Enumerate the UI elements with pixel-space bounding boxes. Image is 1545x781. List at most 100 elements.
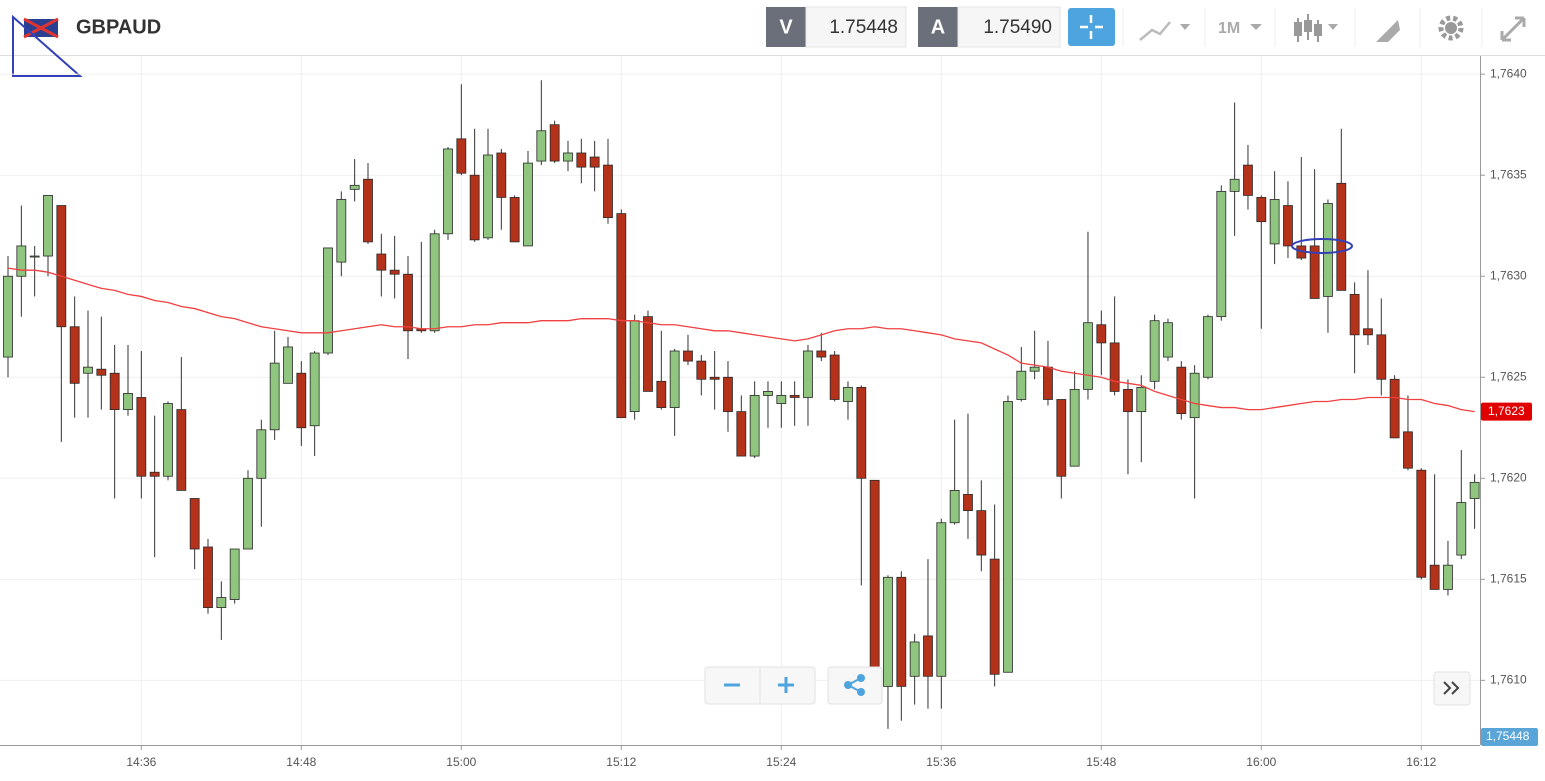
settings-icon[interactable] [1438, 15, 1464, 41]
candle-body [603, 164, 613, 219]
bid-price-tag [1481, 728, 1538, 746]
candle-body [736, 411, 747, 457]
candle-body [763, 391, 773, 396]
candle-body [83, 366, 93, 374]
candle-body [203, 546, 213, 609]
zoom-in[interactable] [778, 677, 794, 693]
candle-icon-body [1294, 22, 1302, 36]
scroll-end-icon [1443, 681, 1460, 695]
candle-body [629, 320, 640, 413]
candle-body [176, 409, 187, 491]
candle-body [269, 362, 280, 431]
candle-body [696, 360, 707, 380]
x-tick-label: 15:24 [766, 755, 796, 769]
candle-body [829, 354, 840, 400]
candle-body [1056, 399, 1067, 477]
candle-body [989, 558, 1000, 675]
candle-body [1269, 199, 1280, 245]
drawn-ellipse [1291, 238, 1353, 254]
share-node [844, 681, 852, 689]
candle-body [1163, 322, 1173, 358]
candle-body [936, 522, 947, 677]
candle-body [429, 233, 440, 332]
candle-body [683, 350, 693, 362]
candle-body [3, 275, 13, 358]
bid-price-label: 1,75448 [1486, 729, 1530, 743]
crosshair-button[interactable] [1068, 8, 1115, 46]
buy-button[interactable] [918, 7, 958, 47]
candle-body [1283, 205, 1293, 247]
ma-price-tag [1481, 402, 1532, 421]
candle-body [376, 253, 387, 271]
candle-body [483, 154, 493, 239]
candle-body [1429, 564, 1440, 590]
candle-body [149, 471, 160, 477]
x-tick-label: 15:12 [606, 755, 636, 769]
candle-body [656, 380, 667, 408]
candle-body [296, 372, 307, 429]
flag-cross [23, 17, 59, 39]
candle-body [1203, 316, 1213, 378]
candle-body [1043, 366, 1053, 400]
dropdown-arrow [1250, 24, 1262, 30]
candle-body [1363, 328, 1373, 336]
candle-body [56, 205, 67, 328]
candle-body [43, 195, 53, 257]
scroll-end-button[interactable] [1433, 671, 1471, 706]
candle-body [1403, 431, 1413, 469]
candle-body [243, 477, 253, 550]
candle-body [469, 174, 480, 241]
candle-body [576, 152, 587, 168]
buy-price-box [957, 6, 1061, 48]
candle-body [1456, 502, 1467, 556]
candle-body [976, 510, 987, 556]
candle-body [1469, 481, 1480, 499]
sell-label: V [779, 16, 793, 38]
x-tick-label: 15:36 [926, 755, 956, 769]
candle-body [496, 152, 507, 198]
candle-body [1243, 164, 1253, 196]
candle-body [349, 184, 360, 190]
x-tick-label: 14:36 [126, 755, 156, 769]
candle-body [1069, 388, 1080, 467]
draw-tool-icon[interactable] [1376, 20, 1400, 42]
x-tick-label: 16:12 [1406, 755, 1436, 769]
timeframe[interactable]: 1M [1218, 20, 1240, 37]
candle-body [216, 597, 227, 609]
y-tick-label: 1,7620 [1490, 470, 1527, 484]
candle-body [1416, 469, 1427, 578]
candle-body [816, 350, 827, 358]
candle-body [283, 346, 293, 384]
candle-body [949, 490, 960, 524]
sell-button[interactable] [766, 7, 806, 47]
settings-icon-core [1445, 22, 1457, 34]
candle-body [1109, 342, 1120, 392]
y-tick-label: 1,7610 [1490, 673, 1527, 687]
x-tick-label: 15:48 [1086, 755, 1116, 769]
toolbar-divider [1122, 8, 1483, 47]
chart-type-icon[interactable] [1139, 21, 1171, 41]
share-button[interactable] [827, 666, 883, 705]
candle-body [789, 395, 800, 398]
candle-body [843, 386, 853, 402]
candle-body [963, 494, 973, 512]
buy-label: A [931, 16, 945, 38]
moving-average [7, 267, 1475, 413]
candle-body [1149, 320, 1160, 382]
y-tick-label: 1,7640 [1490, 66, 1527, 80]
candle-body [309, 352, 320, 427]
candle-icon-body [1314, 24, 1322, 36]
candle-body [1136, 386, 1147, 413]
fullscreen-icon[interactable] [1500, 16, 1526, 42]
candle-body [1256, 197, 1267, 223]
candle-body [1229, 178, 1240, 192]
dropdown-arrow [1180, 24, 1190, 30]
candle-body [136, 397, 147, 477]
candle-body [69, 326, 80, 384]
candle-body [509, 197, 520, 243]
candle-body [29, 255, 40, 258]
candle-body [909, 641, 920, 677]
x-tick-label: 15:00 [446, 755, 476, 769]
